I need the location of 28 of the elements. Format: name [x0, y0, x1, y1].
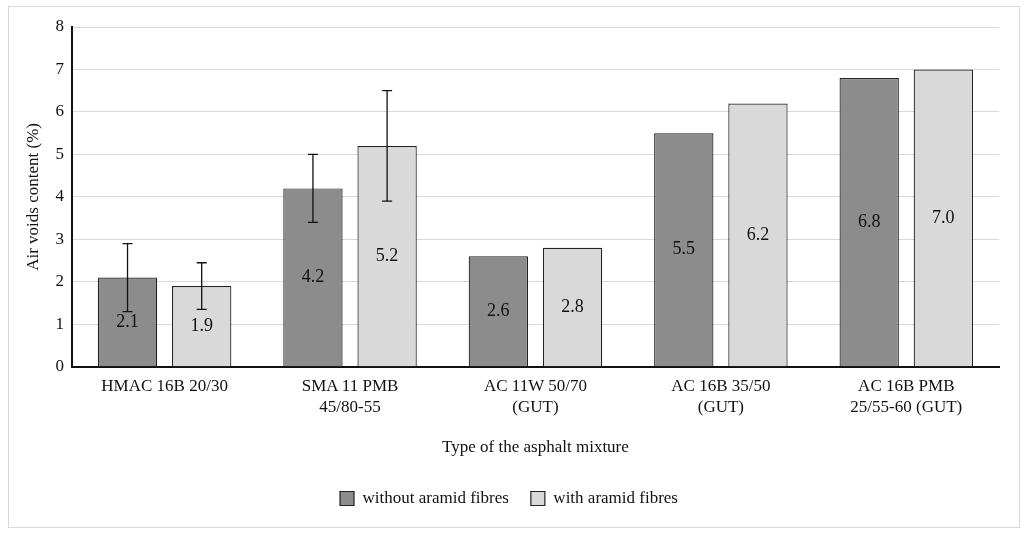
x-axis-title: Type of the asphalt mixture [442, 437, 629, 457]
y-tick-label: 2 [55, 271, 64, 291]
data-label: 6.8 [857, 210, 881, 231]
data-label: 7.0 [932, 206, 955, 227]
y-tick-label: 5 [55, 143, 64, 163]
x-tick-label: SMA 11 PMB 45/80-55 [301, 376, 399, 416]
data-label: 2.8 [561, 295, 584, 316]
data-label: 6.2 [746, 223, 770, 244]
data-label: 1.9 [190, 314, 213, 335]
data-label: 5.2 [375, 244, 399, 265]
x-tick-label: AC 16B 35/50 (GUT) [671, 376, 771, 416]
y-tick-label: 4 [55, 186, 65, 206]
data-label: 2.6 [487, 300, 510, 321]
y-tick-label: 8 [55, 16, 64, 36]
legend-label: with aramid fibres [553, 487, 678, 507]
data-label: 2.1 [116, 310, 139, 331]
y-tick-label: 1 [55, 313, 64, 333]
y-tick-label: 7 [55, 58, 65, 78]
y-tick-label: 3 [55, 228, 64, 248]
x-tick-label: AC 16B PMB 25/55-60 (GUT) [850, 376, 963, 416]
data-label: 5.5 [672, 238, 696, 259]
legend-label: without aramid fibres [362, 487, 509, 507]
y-tick-label: 6 [55, 101, 64, 121]
y-tick-label: 0 [55, 356, 64, 376]
x-tick-label: AC 11W 50/70 (GUT) [483, 376, 587, 416]
y-axis-title: Air voids content (%) [22, 123, 42, 271]
data-label: 4.2 [301, 266, 325, 287]
x-tick-label: HMAC 16B 20/30 [101, 376, 228, 396]
